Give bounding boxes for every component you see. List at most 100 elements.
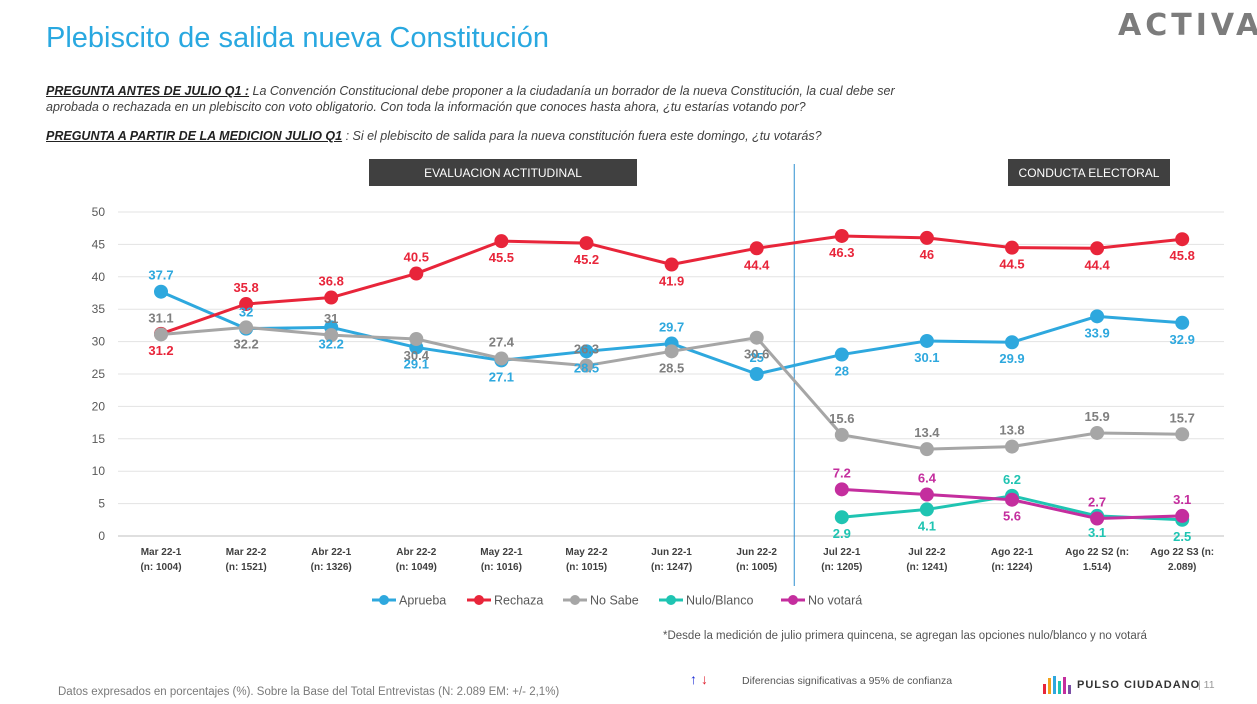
data-label-rechaza-11: 44.4 — [1084, 257, 1110, 272]
data-label-no-sabe-6: 28.5 — [659, 360, 684, 375]
activa-logo: ACTIVA — [1118, 8, 1257, 43]
data-label-no-sabe-0: 31.1 — [148, 310, 173, 325]
data-label-rechaza-6: 41.9 — [659, 273, 684, 288]
point-no-sabe-1 — [239, 320, 254, 335]
data-label-no-sabe-2: 31 — [324, 311, 338, 326]
data-label-aprueba-3: 29.1 — [404, 356, 429, 371]
point-no-sabe-3 — [409, 332, 424, 347]
arrow-up-icon: ↑ — [690, 671, 697, 687]
legend-marker-aprueba — [379, 595, 389, 605]
point-no-sabe-2 — [324, 328, 339, 343]
data-label-no-votar--8: 7.2 — [833, 465, 851, 480]
point-rechaza-1 — [239, 297, 254, 312]
point-rechaza-10 — [1005, 240, 1019, 255]
y-tick-0: 0 — [98, 529, 105, 543]
data-label-no-sabe-12: 15.7 — [1170, 410, 1195, 425]
question-2: PREGUNTA A PARTIR DE LA MEDICION JULIO Q… — [46, 128, 946, 144]
x-tick-11: Ago 22 S2 (n: 1.514) — [1065, 547, 1129, 573]
page-number: | 11 — [1198, 679, 1215, 691]
point-no-sabe-11 — [1090, 425, 1105, 440]
data-label-no-sabe-9: 13.4 — [914, 425, 940, 440]
point-no-votar--10 — [1005, 492, 1019, 507]
data-label-no-sabe-3: 30.4 — [404, 348, 430, 363]
panel-conducta-electoral: CONDUCTA ELECTORAL — [1008, 159, 1170, 186]
data-label-no-sabe-4: 27.4 — [489, 334, 515, 349]
data-label-aprueba-11: 33.9 — [1084, 325, 1109, 340]
pulso-bar-0 — [1043, 684, 1046, 694]
x-tick-6: Jun 22-1 (n: 1247) — [651, 547, 692, 573]
point-no-sabe-8 — [834, 427, 849, 442]
y-tick-25: 25 — [92, 367, 106, 381]
data-label-no-sabe-11: 15.9 — [1084, 409, 1109, 424]
legend-label-aprueba: Aprueba — [399, 594, 446, 608]
x-tick-1: Mar 22-2 (n: 1521) — [226, 547, 267, 573]
point-rechaza-3 — [409, 266, 424, 281]
point-no-sabe-6 — [664, 344, 679, 359]
legend-marker-no-votar- — [788, 595, 798, 605]
data-label-no-votar--11: 2.7 — [1088, 495, 1106, 510]
arrow-down-icon: ↓ — [701, 671, 708, 687]
x-tick-7: Jun 22-2 (n: 1005) — [736, 547, 777, 573]
data-label-aprueba-12: 32.9 — [1170, 332, 1195, 347]
page-title: Plebiscito de salida nueva Constitución — [46, 22, 549, 54]
point-no-sabe-12 — [1175, 427, 1190, 442]
point-no-sabe-10 — [1005, 439, 1019, 454]
point-no-sabe-9 — [919, 442, 934, 457]
data-label-aprueba-7: 25 — [749, 350, 763, 365]
x-tick-0: Mar 22-1 (n: 1004) — [140, 547, 181, 573]
point-aprueba-11 — [1090, 309, 1105, 324]
data-label-aprueba-1: 32 — [239, 305, 253, 320]
pulso-bar-4 — [1063, 677, 1066, 694]
point-rechaza-2 — [324, 290, 339, 305]
data-label-no-sabe-10: 13.8 — [999, 423, 1024, 438]
point-rechaza-11 — [1090, 241, 1105, 256]
question-1-label: PREGUNTA ANTES DE JULIO Q1 : — [46, 84, 250, 98]
point-aprueba-9 — [919, 333, 934, 348]
data-label-aprueba-0: 37.7 — [148, 268, 173, 283]
legend-label-nulo-blanco: Nulo/Blanco — [686, 594, 753, 608]
chart-axes: 0 5 10 15 20 25 30 35 40 45 50 Mar 22-1 (n: 1004) Mar… — [92, 164, 1214, 586]
point-rechaza-6 — [664, 257, 679, 272]
point-rechaza-4 — [494, 234, 509, 249]
point-rechaza-5 — [579, 236, 594, 251]
data-label-no-sabe-7: 30.6 — [744, 347, 769, 362]
x-tick-9: Jul 22-2 (n: 1241) — [906, 547, 947, 573]
data-label-no-sabe-8: 15.6 — [829, 411, 854, 426]
question-1-text: La Convención Constitucional debe propon… — [46, 84, 895, 114]
data-label-rechaza-5: 45.2 — [574, 252, 599, 267]
point-aprueba-0 — [154, 284, 168, 299]
point-rechaza-7 — [749, 241, 764, 256]
pulso-bar-5 — [1068, 685, 1071, 694]
point-no-sabe-0 — [154, 327, 168, 342]
point-rechaza-9 — [919, 230, 934, 245]
point-nulo-blanco-8 — [834, 510, 849, 525]
legend-label-no-sabe: No Sabe — [590, 594, 639, 608]
pulso-bars-icon — [1043, 676, 1071, 694]
significance-note: Diferencias significativas a 95% de conf… — [742, 675, 953, 687]
data-label-no-votar--10: 5.6 — [1003, 509, 1021, 524]
data-label-rechaza-8: 46.3 — [829, 245, 854, 260]
data-label-aprueba-9: 30.1 — [914, 350, 939, 365]
point-rechaza-8 — [834, 228, 849, 243]
data-label-rechaza-2: 36.8 — [319, 274, 344, 289]
footnote-asterisk: *Desde la medición de julio primera quin… — [663, 630, 1147, 642]
y-tick-20: 20 — [92, 399, 106, 413]
data-label-nulo-blanco-10: 6.2 — [1003, 472, 1021, 487]
pulso-ciudadano-logo: PULSO CIUDADANO — [1043, 676, 1200, 694]
y-tick-15: 15 — [92, 432, 106, 446]
point-no-votar--9 — [919, 487, 934, 502]
data-label-nulo-blanco-9: 4.1 — [918, 518, 936, 533]
point-aprueba-8 — [834, 347, 849, 362]
point-no-sabe-7 — [749, 330, 764, 345]
point-nulo-blanco-9 — [919, 502, 934, 517]
y-tick-35: 35 — [92, 302, 106, 316]
question-1: PREGUNTA ANTES DE JULIO Q1 : La Convenci… — [46, 83, 946, 115]
point-no-votar--12 — [1175, 508, 1190, 523]
pulso-bar-1 — [1048, 678, 1051, 694]
point-no-votar--8 — [834, 482, 849, 497]
question-2-label: PREGUNTA A PARTIR DE LA MEDICION JULIO Q… — [46, 129, 343, 143]
data-label-nulo-blanco-8: 2.9 — [833, 526, 851, 541]
x-tick-3: Abr 22-2 (n: 1049) — [396, 547, 437, 573]
data-label-rechaza-1: 35.8 — [233, 280, 258, 295]
